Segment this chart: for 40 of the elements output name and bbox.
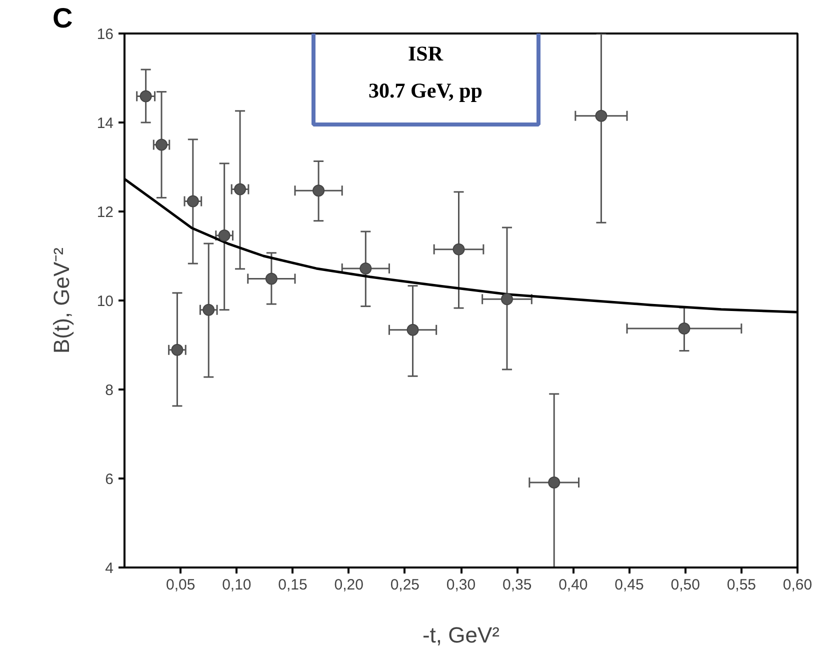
point	[186, 195, 199, 208]
point	[234, 183, 246, 196]
y-tick-label: 16	[96, 26, 114, 43]
y-tick-label: 10	[96, 293, 114, 310]
annotation: 30.7 GeV, pp	[368, 78, 482, 102]
point	[548, 476, 560, 488]
point	[312, 184, 325, 197]
y-axis-title: B(t), GeV⁻²	[48, 247, 74, 354]
x-tick-label: 0,05	[166, 576, 196, 594]
x-axis-title: -t, GeV²	[422, 622, 500, 648]
x-tick-label: 0,40	[558, 576, 588, 594]
point	[140, 90, 152, 102]
y-tick-label: 14	[96, 115, 114, 132]
point	[156, 138, 168, 151]
x-tick-label: 0,10	[222, 576, 252, 594]
x-tick-label: 0,15	[278, 576, 308, 594]
x-tick-label: 0,25	[390, 576, 420, 594]
x-tick-label: 0,35	[502, 576, 532, 594]
point	[171, 344, 184, 356]
point	[406, 324, 419, 336]
point	[202, 304, 215, 316]
y-tick-label: 8	[105, 382, 114, 399]
point	[452, 243, 465, 256]
x-tick-label: 0,20	[334, 576, 364, 594]
point	[265, 272, 278, 285]
point	[678, 322, 690, 335]
x-tick-label: 0,30	[446, 576, 476, 594]
point	[595, 110, 608, 122]
x-tick-label: 0,50	[670, 576, 700, 594]
text: C	[52, 2, 73, 34]
point	[360, 262, 372, 274]
y-tick-label: 12	[96, 204, 114, 221]
x-tick-label: 0,45	[614, 576, 644, 594]
point	[500, 293, 513, 306]
y-tick-label: 4	[105, 560, 114, 577]
x-tick-label: 0,55	[726, 576, 756, 594]
point	[218, 230, 230, 242]
annotation: ISR	[408, 42, 444, 66]
x-tick-label: 0,60	[782, 576, 812, 594]
y-tick-label: 6	[105, 471, 114, 488]
